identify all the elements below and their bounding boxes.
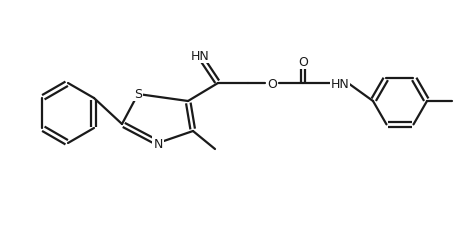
Text: HN: HN bbox=[330, 77, 349, 90]
Text: HN: HN bbox=[190, 50, 209, 63]
Text: N: N bbox=[153, 137, 163, 150]
Text: O: O bbox=[297, 56, 307, 69]
Text: O: O bbox=[267, 77, 276, 90]
Text: S: S bbox=[134, 88, 142, 101]
